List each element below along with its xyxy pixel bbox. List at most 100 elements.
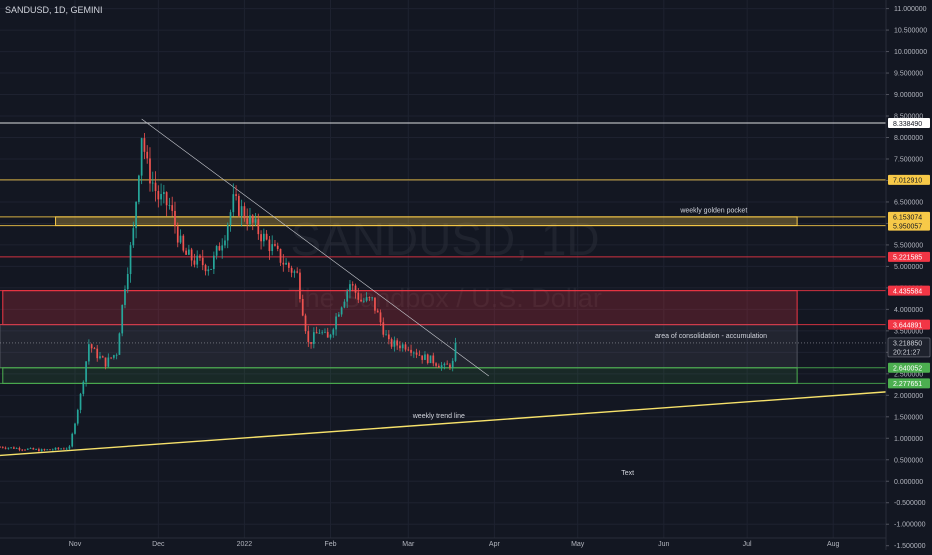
y-tick-label: 0.000000 xyxy=(894,479,923,486)
candle-body xyxy=(307,331,310,343)
candle-body xyxy=(390,339,393,347)
candle-body xyxy=(190,249,193,261)
candle-body xyxy=(71,433,74,447)
candle-body xyxy=(68,446,71,449)
candle-body xyxy=(379,312,382,323)
candle-body xyxy=(126,274,129,290)
price-level-badge xyxy=(888,220,930,231)
price-level-label: 6.153074 xyxy=(893,215,922,222)
x-tick-label: Jun xyxy=(658,541,669,548)
x-tick-label: Nov xyxy=(69,541,82,548)
candle-body xyxy=(404,344,407,350)
x-tick-label: Mar xyxy=(402,541,415,548)
watermark: SANDUSD, 1D The Sandbox / U.S. Dollar xyxy=(288,213,602,313)
x-axis: Nov Dec 2022 Feb Mar Apr May Jun Jul Aug xyxy=(0,537,932,550)
candle-body xyxy=(293,271,296,273)
y-tick-label: 1.500000 xyxy=(894,414,923,421)
y-tick-label: 4.000000 xyxy=(894,307,923,314)
candle-body xyxy=(213,255,215,270)
candle-body xyxy=(132,228,135,246)
candle-body xyxy=(121,304,124,334)
y-tick-label: -1.500000 xyxy=(894,543,926,550)
x-tick-label: Jul xyxy=(743,541,752,548)
candle-body xyxy=(332,329,335,335)
zone-red-zone xyxy=(2,290,798,326)
y-tick-label: 8.500000 xyxy=(894,114,923,121)
candle-body xyxy=(399,345,401,349)
candle-body xyxy=(415,352,418,355)
candle-body xyxy=(362,300,365,302)
price-level-badge xyxy=(888,285,930,296)
y-tick-label: 5.500000 xyxy=(894,242,923,249)
candle-body xyxy=(57,447,60,449)
candle-body xyxy=(46,449,49,451)
candle-body xyxy=(226,224,229,241)
candle-body xyxy=(168,205,171,206)
price-level-label: 7.012910 xyxy=(893,178,922,185)
candle-body xyxy=(90,344,93,349)
candle-body xyxy=(276,245,279,249)
watermark-description: The Sandbox / U.S. Dollar xyxy=(288,283,602,313)
candle-body xyxy=(340,307,343,315)
candle-body xyxy=(301,298,304,316)
candle-body xyxy=(401,344,404,349)
candle-body xyxy=(257,219,260,235)
candle-body xyxy=(437,365,440,368)
candle-body xyxy=(76,409,79,424)
candle-body xyxy=(418,354,421,356)
candle-body xyxy=(79,393,82,410)
candle-body xyxy=(7,447,10,449)
candle-body xyxy=(96,348,99,359)
candle-body xyxy=(329,334,332,338)
candle-body xyxy=(443,363,446,366)
candle-body xyxy=(201,257,204,266)
candle-body xyxy=(40,449,43,452)
price-level-badge xyxy=(888,362,930,373)
candle-body xyxy=(387,334,390,340)
candle-body xyxy=(368,297,371,298)
candle-body xyxy=(299,272,301,299)
candle-body xyxy=(224,240,226,246)
candle-body xyxy=(335,316,337,330)
candle-body xyxy=(268,239,271,252)
candle-body xyxy=(204,265,207,272)
candle-body xyxy=(246,218,249,224)
candle-body xyxy=(43,449,46,451)
y-tick-label: 2.000000 xyxy=(894,393,923,400)
candle-body xyxy=(218,246,221,251)
candle-body xyxy=(196,255,199,265)
y-tick-label: 9.000000 xyxy=(894,92,923,99)
candle-body xyxy=(449,364,451,368)
candle-body xyxy=(385,334,387,336)
y-tick-label: -1.000000 xyxy=(894,522,926,529)
candle-body xyxy=(1,446,4,448)
candle-body xyxy=(351,284,354,286)
y-tick-label: 9.500000 xyxy=(894,71,923,78)
symbol-title: SANDUSD, 1D, GEMINI xyxy=(5,5,103,15)
candle-body xyxy=(185,250,187,255)
candle-body xyxy=(382,322,385,335)
candle-body xyxy=(215,246,218,256)
candle-body xyxy=(151,182,154,184)
candle-body xyxy=(440,365,443,368)
zone-weekly-golden-pocket xyxy=(55,216,798,227)
price-level-badge xyxy=(888,251,930,262)
candle-body xyxy=(251,215,254,223)
y-tick-label: 11.000000 xyxy=(894,6,927,13)
candle-body xyxy=(101,356,104,358)
annotation-weekly-trend-line: weekly trend line xyxy=(412,413,465,420)
y-tick-label: 10.000000 xyxy=(894,49,927,56)
zone-area-of-consolidation-accumulation xyxy=(0,324,798,369)
candle-body xyxy=(318,332,321,334)
candle-body xyxy=(60,448,62,450)
x-tick-label: Aug xyxy=(827,541,840,548)
annotation-text: Text xyxy=(621,470,634,477)
y-tick-label: 10.500000 xyxy=(894,28,927,35)
candle-body xyxy=(279,248,282,263)
candle-body xyxy=(371,297,374,299)
candle-body xyxy=(99,356,101,359)
price-level-label: 2.640052 xyxy=(893,366,922,373)
